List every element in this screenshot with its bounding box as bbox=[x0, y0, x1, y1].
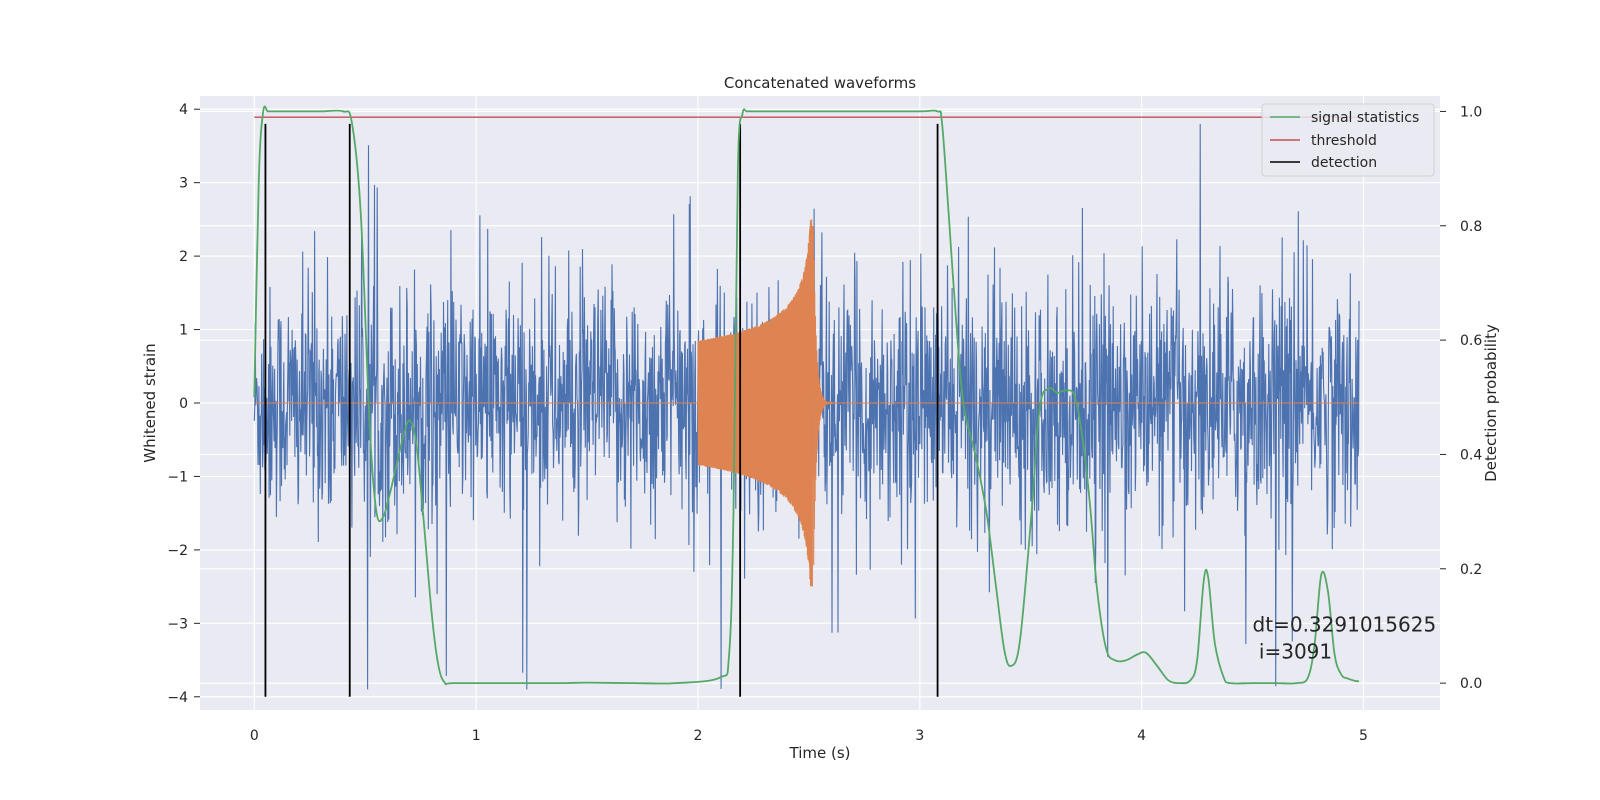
x-tick-label: 0 bbox=[250, 728, 259, 744]
annotation-i: i=3091 bbox=[1253, 639, 1333, 663]
waveform-line bbox=[254, 219, 1360, 587]
legend-box bbox=[1261, 103, 1435, 177]
axes: 0 1 2 3 4 5 −4 −3 −2 −1 0 1 2 3 4 0.0 0.2 0.4 0.6 0.8 1.0 bbox=[167, 102, 1482, 744]
data-layer bbox=[253, 105, 1360, 697]
y-axis-right-label: Detection probability bbox=[1482, 324, 1500, 482]
y-right-tick-label: 0.4 bbox=[1460, 447, 1482, 463]
y-tick-label: −3 bbox=[167, 616, 188, 632]
legend-label-signal-statistics: signal statistics bbox=[1311, 110, 1419, 126]
y-tick-label: −2 bbox=[167, 543, 188, 559]
legend: signal statistics threshold detection bbox=[1261, 103, 1435, 177]
x-tick-label: 1 bbox=[472, 728, 481, 744]
y-right-tick-label: 0.8 bbox=[1460, 219, 1482, 235]
x-tick-label: 4 bbox=[1137, 728, 1146, 744]
y-tick-label: 1 bbox=[179, 323, 188, 339]
y-tick-label: 4 bbox=[179, 102, 188, 118]
chart-title: Concatenated waveforms bbox=[724, 74, 916, 92]
annotation-dt: dt=0.3291015625 bbox=[1253, 612, 1437, 636]
y-right-tick-label: 0.6 bbox=[1460, 333, 1482, 349]
y-tick-label: −1 bbox=[167, 469, 188, 485]
legend-label-threshold: threshold bbox=[1311, 133, 1377, 149]
y-tick-label: −4 bbox=[167, 690, 188, 706]
y-tick-label: 2 bbox=[179, 249, 188, 265]
y-tick-label: 0 bbox=[179, 396, 188, 412]
annotation: dt=0.3291015625 i=3091 bbox=[1253, 612, 1437, 663]
legend-label-detection: detection bbox=[1311, 155, 1377, 171]
x-tick-label: 2 bbox=[694, 728, 703, 744]
y-axis-label: Whitened strain bbox=[141, 343, 159, 462]
y-right-tick-label: 0.0 bbox=[1460, 676, 1482, 692]
y-right-tick-label: 1.0 bbox=[1460, 104, 1482, 120]
x-tick-label: 5 bbox=[1359, 728, 1368, 744]
y-right-tick-label: 0.2 bbox=[1460, 562, 1482, 578]
signal-statistics-line bbox=[253, 105, 1360, 686]
y-tick-label: 3 bbox=[179, 176, 188, 192]
x-tick-label: 3 bbox=[915, 728, 924, 744]
x-axis-label: Time (s) bbox=[789, 744, 851, 762]
